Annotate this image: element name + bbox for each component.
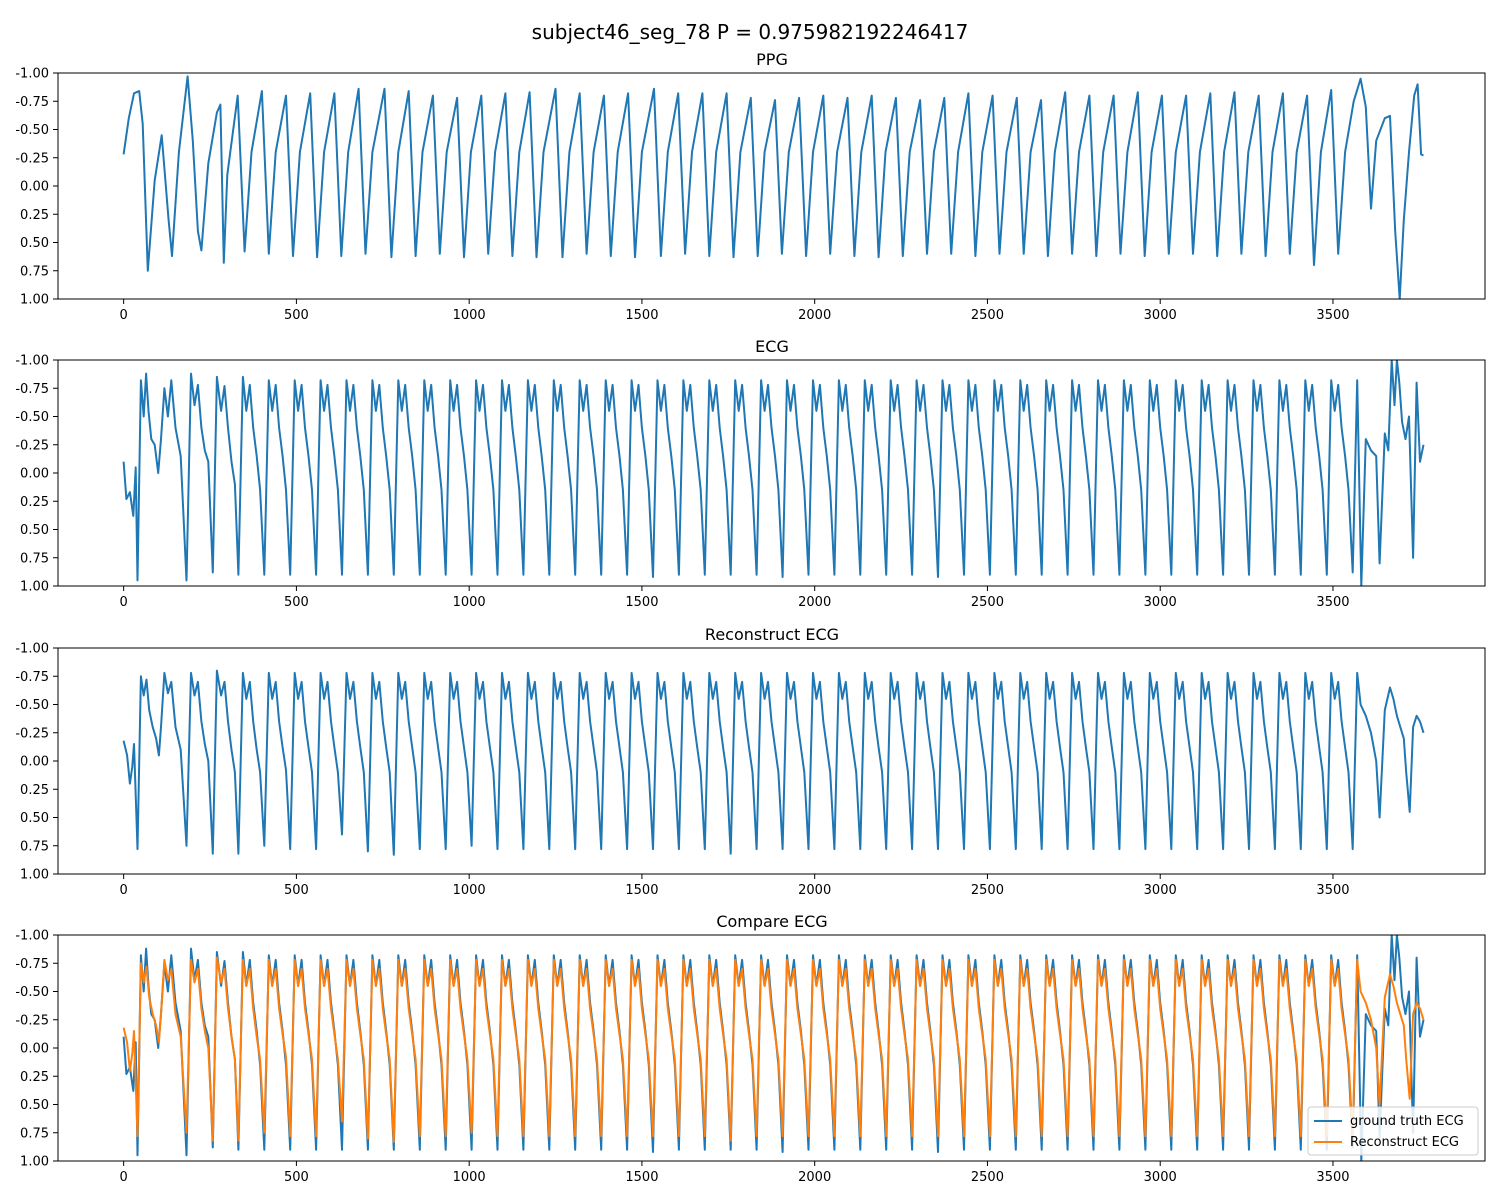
reconstruct-ecg-panel: Reconstruct ECG 0 500 1000 1500 2000 2500 3000… bbox=[15, 625, 1486, 898]
ecg-y-tick-label-0: -1.00 bbox=[15, 354, 49, 369]
compare-ecg-x-tick-label-2: 1000 bbox=[453, 1170, 486, 1185]
ecg-x-tick-label-4: 2000 bbox=[798, 595, 831, 610]
ecg-x-tick-label-3: 1500 bbox=[625, 595, 658, 610]
ecg-y-tick-label-7: 0.75 bbox=[20, 551, 49, 566]
reconstruct-ecg-y-tick-label-4: 0.00 bbox=[20, 755, 49, 770]
compare-ecg-y-tick-label-3: -0.25 bbox=[15, 1013, 49, 1028]
compare-ecg-y-tick-label-8: 1.00 bbox=[20, 1155, 49, 1170]
legend-box bbox=[1307, 1106, 1479, 1156]
ecg-y-tick-label-2: -0.50 bbox=[15, 410, 49, 425]
ecg-y-tick-label-3: -0.25 bbox=[15, 438, 49, 453]
reconstruct-ecg-y-tick-label-5: 0.25 bbox=[20, 783, 49, 798]
ppg-x-tick-label-1: 500 bbox=[284, 308, 309, 323]
ecg-panel-title: ECG bbox=[755, 337, 789, 356]
compare-ecg-y-tick-label-4: 0.00 bbox=[20, 1042, 49, 1057]
ecg-y-tick-label-6: 0.50 bbox=[20, 523, 49, 538]
reconstruct-ecg-x-tick-label-3: 1500 bbox=[625, 883, 658, 898]
reconstruct-ecg-y-tick-label-8: 1.00 bbox=[20, 868, 49, 883]
ppg-x-tick-label-0: 0 bbox=[120, 308, 128, 323]
compare-ecg-x-tick-label-0: 0 bbox=[120, 1170, 128, 1185]
ecg-x-tick-label-6: 3000 bbox=[1144, 595, 1177, 610]
compare-ecg-x-tick-label-1: 500 bbox=[284, 1170, 309, 1185]
reconstruct-ecg-x-tick-label-7: 3500 bbox=[1316, 883, 1349, 898]
ecg-y-tick-label-4: 0.00 bbox=[20, 467, 49, 482]
ppg-y-tick-label-3: -0.25 bbox=[15, 151, 49, 166]
ecg-x-tick-label-1: 500 bbox=[284, 595, 309, 610]
reconstruct-ecg-x-tick-label-5: 2500 bbox=[971, 883, 1004, 898]
ppg-x-tick-label-6: 3000 bbox=[1144, 308, 1177, 323]
ecg-x-tick-label-7: 3500 bbox=[1316, 595, 1349, 610]
ppg-y-tick-label-4: 0.00 bbox=[20, 180, 49, 195]
legend-label-reconstruct-ecg: Reconstruct ECG bbox=[1350, 1135, 1459, 1150]
compare-ecg-x-tick-label-6: 3000 bbox=[1144, 1170, 1177, 1185]
legend-label-ground-truth-ecg: ground truth ECG bbox=[1350, 1114, 1464, 1129]
reconstruct-ecg-y-tick-label-0: -1.00 bbox=[15, 642, 49, 657]
reconstruct-ecg-y-tick-label-3: -0.25 bbox=[15, 726, 49, 741]
compare-ecg-x-tick-label-3: 1500 bbox=[625, 1170, 658, 1185]
legend: ground truth ECG Reconstruct ECG bbox=[1307, 1106, 1479, 1156]
ecg-x-tick-label-5: 2500 bbox=[971, 595, 1004, 610]
compare-ecg-y-tick-label-6: 0.50 bbox=[20, 1098, 49, 1113]
reconstruct-ecg-x-tick-label-0: 0 bbox=[120, 883, 128, 898]
compare-ecg-panel-title: Compare ECG bbox=[716, 912, 827, 931]
compare-ecg-x-tick-label-7: 3500 bbox=[1316, 1170, 1349, 1185]
ppg-x-tick-label-4: 2000 bbox=[798, 308, 831, 323]
ppg-y-tick-label-1: -0.75 bbox=[15, 95, 49, 110]
reconstruct-ecg-series-line-0 bbox=[122, 669, 1425, 856]
reconstruct-ecg-y-tick-label-1: -0.75 bbox=[15, 670, 49, 685]
ppg-y-tick-label-2: -0.50 bbox=[15, 123, 49, 138]
figure-title: subject46_seg_78 P = 0.975982192246417 bbox=[532, 20, 969, 44]
ecg-x-tick-label-0: 0 bbox=[120, 595, 128, 610]
compare-ecg-y-tick-label-1: -0.75 bbox=[15, 957, 49, 972]
reconstruct-ecg-y-tick-label-2: -0.50 bbox=[15, 698, 49, 713]
ppg-y-tick-label-0: -1.00 bbox=[15, 67, 49, 82]
compare-ecg-x-tick-label-5: 2500 bbox=[971, 1170, 1004, 1185]
ppg-series-line-0 bbox=[122, 75, 1424, 299]
compare-ecg-y-tick-label-0: -1.00 bbox=[15, 929, 49, 944]
ppg-y-tick-label-6: 0.50 bbox=[20, 236, 49, 251]
ecg-series-line-0 bbox=[122, 360, 1425, 586]
ppg-panel-title: PPG bbox=[756, 50, 788, 69]
reconstruct-ecg-panel-title: Reconstruct ECG bbox=[705, 625, 839, 644]
ppg-y-tick-label-7: 0.75 bbox=[20, 264, 49, 279]
compare-ecg-panel: Compare ECG 0 500 1000 1500 2000 2500 3000 3500… bbox=[15, 912, 1486, 1185]
reconstruct-ecg-y-tick-label-6: 0.50 bbox=[20, 811, 49, 826]
compare-ecg-x-tick-label-4: 2000 bbox=[798, 1170, 831, 1185]
ppg-y-tick-label-5: 0.25 bbox=[20, 208, 49, 223]
ecg-x-tick-label-2: 1000 bbox=[453, 595, 486, 610]
compare-ecg-y-tick-label-5: 0.25 bbox=[20, 1070, 49, 1085]
ecg-y-tick-label-1: -0.75 bbox=[15, 382, 49, 397]
ppg-x-tick-label-7: 3500 bbox=[1316, 308, 1349, 323]
ppg-y-tick-label-8: 1.00 bbox=[20, 293, 49, 308]
ppg-x-tick-label-5: 2500 bbox=[971, 308, 1004, 323]
ppg-panel: PPG 0 500 1000 1500 2000 2500 3000 3500 -1.00 -0.… bbox=[15, 50, 1486, 323]
reconstruct-ecg-x-tick-label-4: 2000 bbox=[798, 883, 831, 898]
ppg-x-tick-label-2: 1000 bbox=[453, 308, 486, 323]
reconstruct-ecg-y-tick-label-7: 0.75 bbox=[20, 839, 49, 854]
compare-ecg-y-tick-label-7: 0.75 bbox=[20, 1126, 49, 1141]
reconstruct-ecg-x-tick-label-6: 3000 bbox=[1144, 883, 1177, 898]
ecg-y-tick-label-5: 0.25 bbox=[20, 495, 49, 510]
reconstruct-ecg-x-tick-label-2: 1000 bbox=[453, 883, 486, 898]
ecg-y-tick-label-8: 1.00 bbox=[20, 580, 49, 595]
reconstruct-ecg-x-tick-label-1: 500 bbox=[284, 883, 309, 898]
ecg-panel: ECG 0 500 1000 1500 2000 2500 3000 3500 -1.00 -0.… bbox=[15, 337, 1486, 610]
compare-ecg-series-line-1 bbox=[122, 956, 1425, 1143]
compare-ecg-y-tick-label-2: -0.50 bbox=[15, 985, 49, 1000]
ppg-x-tick-label-3: 1500 bbox=[625, 308, 658, 323]
